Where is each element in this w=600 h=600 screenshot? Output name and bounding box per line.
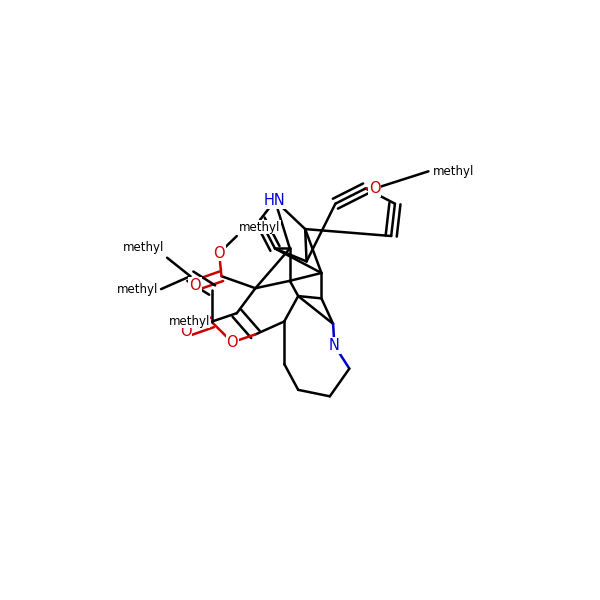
Text: HN: HN [264,193,286,208]
Text: methyl: methyl [124,241,165,254]
Text: methyl: methyl [118,283,158,296]
Text: O: O [369,181,381,196]
Text: methyl: methyl [169,315,210,328]
Text: O: O [226,335,238,350]
Text: methyl: methyl [433,165,475,178]
Text: O: O [214,245,225,260]
Text: O: O [180,324,191,339]
Text: N: N [329,338,340,353]
Text: methyl: methyl [239,221,281,233]
Text: O: O [189,278,201,293]
